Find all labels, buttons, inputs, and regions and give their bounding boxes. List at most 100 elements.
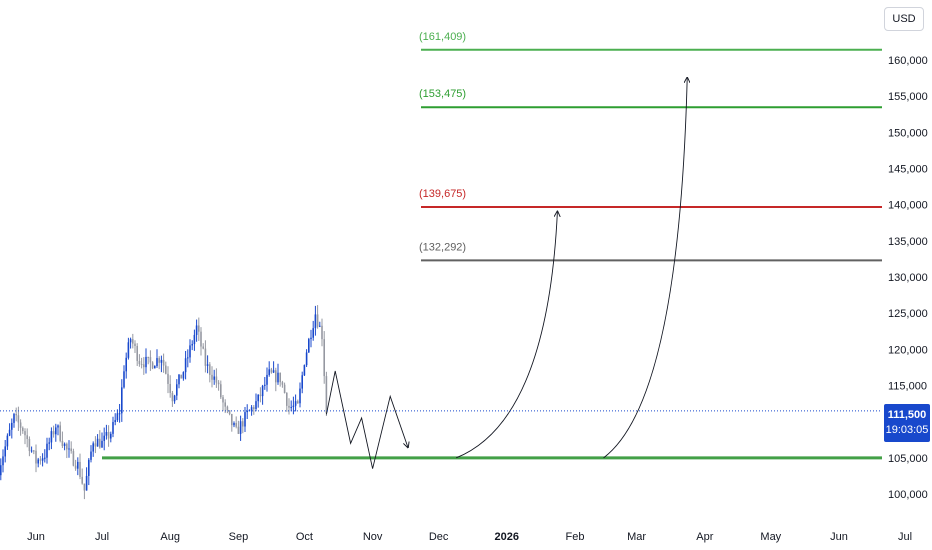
candle (283, 382, 286, 394)
candle (4, 439, 6, 463)
candle (281, 380, 284, 388)
candle (275, 367, 277, 392)
candle (72, 448, 75, 467)
currency-label[interactable]: USD (884, 7, 924, 31)
candle (57, 424, 59, 436)
candle (209, 362, 211, 383)
y-tick-label: 105,000 (888, 453, 928, 465)
candle (44, 449, 46, 463)
candle (303, 364, 306, 377)
target-level-label: (139,675) (419, 188, 466, 200)
candle (220, 380, 222, 399)
candle (136, 343, 138, 367)
candle (41, 453, 44, 467)
candle (83, 483, 86, 500)
y-tick-label: 120,000 (888, 344, 928, 356)
candle (158, 356, 160, 370)
candle (191, 340, 193, 351)
candle (37, 457, 39, 468)
candle (211, 366, 213, 388)
target-level-label: (153,475) (419, 88, 466, 100)
candle (204, 340, 207, 373)
candle (8, 423, 11, 437)
candle (261, 384, 264, 405)
candle (268, 361, 270, 377)
candle (217, 380, 220, 391)
candle (94, 436, 97, 454)
candle (167, 366, 169, 394)
candle (151, 361, 154, 370)
candle (288, 398, 290, 415)
candle (103, 427, 105, 451)
current-price-value: 111,500 (887, 409, 927, 421)
candle (105, 424, 108, 440)
candle (68, 440, 70, 458)
zigzag-projection[interactable] (325, 370, 407, 469)
candle (50, 427, 53, 450)
projection-arrow[interactable] (456, 212, 557, 459)
candle (162, 353, 165, 373)
candle (292, 396, 295, 415)
candle (294, 394, 297, 412)
candle (134, 340, 136, 354)
candle (154, 365, 156, 369)
candle (319, 321, 321, 328)
candle (308, 337, 310, 353)
candle (70, 441, 72, 454)
candle (0, 458, 2, 481)
candle (297, 399, 299, 404)
candle (63, 442, 66, 451)
candle (255, 393, 257, 412)
candle (226, 405, 229, 414)
candle (264, 377, 266, 390)
candle (55, 423, 57, 442)
candle (48, 437, 50, 451)
x-tick-label: Jul (898, 531, 912, 543)
bar-countdown: 19:03:05 (885, 424, 929, 436)
candle (90, 445, 92, 463)
candle (74, 459, 77, 471)
candle (61, 431, 64, 449)
candle (52, 425, 55, 438)
candle (77, 457, 79, 476)
candle (96, 434, 99, 447)
candle (11, 418, 13, 439)
candle (213, 369, 215, 385)
x-tick-label: Jul (95, 531, 109, 543)
candle (127, 337, 130, 360)
x-tick-label: 2026 (495, 531, 519, 543)
candle (19, 419, 22, 436)
x-tick-label: Dec (429, 531, 449, 543)
candle (81, 468, 83, 485)
candle (99, 430, 101, 449)
candle (222, 395, 224, 411)
candle (180, 374, 182, 379)
candle (279, 372, 281, 387)
projection-arrow[interactable] (603, 78, 688, 459)
candle (6, 433, 9, 450)
candle (244, 406, 246, 433)
candle (129, 337, 132, 349)
candle (200, 327, 202, 356)
drawing-annotations (325, 78, 688, 469)
candle (66, 442, 68, 459)
candle (193, 329, 196, 351)
candle (325, 371, 328, 416)
candle (202, 343, 204, 350)
y-tick-label: 130,000 (888, 272, 928, 284)
candle (231, 413, 233, 432)
candle (316, 305, 319, 329)
candle (277, 363, 279, 385)
candle (182, 371, 185, 381)
candle (266, 367, 268, 392)
y-tick-label: 125,000 (888, 308, 928, 320)
candle (149, 350, 152, 371)
x-axis: Jun Jul Aug Sep Oct Nov Dec 2026 Feb Mar Apr May Jun… (27, 531, 912, 543)
candle (39, 456, 42, 465)
target-level-label: (132,292) (419, 241, 466, 253)
y-tick-label: 160,000 (888, 55, 928, 67)
candle (165, 361, 167, 375)
candlestick-series (0, 305, 328, 500)
candle (235, 416, 237, 429)
